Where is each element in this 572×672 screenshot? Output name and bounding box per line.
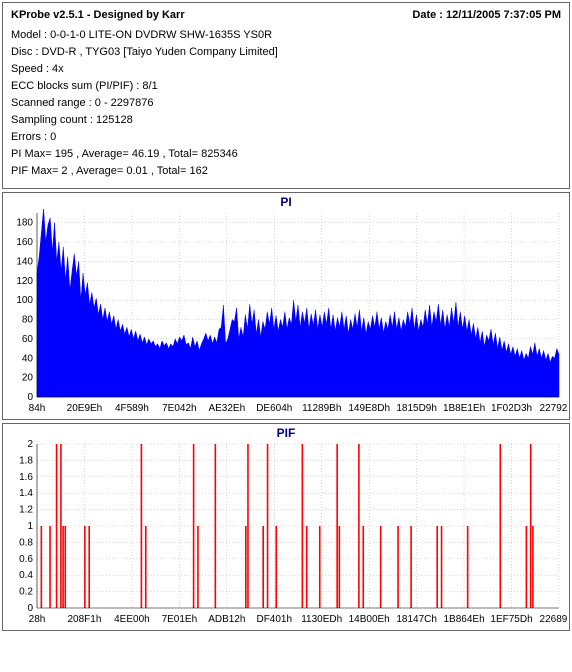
svg-text:227925h: 227925h (540, 403, 567, 414)
pi-stats-line: PI Max= 195 , Average= 46.19 , Total= 82… (11, 148, 561, 160)
svg-text:1: 1 (27, 521, 33, 532)
svg-text:1F02D3h: 1F02D3h (491, 403, 532, 414)
svg-text:0.4: 0.4 (19, 570, 33, 581)
svg-text:4EE00h: 4EE00h (114, 614, 150, 625)
info-panel: KProbe v2.5.1 - Designed by Karr Date : … (2, 2, 570, 189)
pi-chart-panel: PI 0 20 40 60 80 100 120 140 160 180 84h 20E9Eh 4F58… (2, 192, 570, 420)
svg-text:84h: 84h (29, 403, 46, 414)
header-row: KProbe v2.5.1 - Designed by Karr Date : … (11, 9, 561, 21)
svg-text:1.4: 1.4 (19, 488, 33, 499)
model-line: Model : 0-0-1-0 LITE-ON DVDRW SHW-1635S … (11, 29, 561, 41)
svg-text:20: 20 (22, 373, 34, 384)
svg-text:208F1h: 208F1h (67, 614, 101, 625)
svg-text:1815D9h: 1815D9h (396, 403, 437, 414)
svg-text:0: 0 (27, 392, 33, 403)
pif-stats-line: PIF Max= 2 , Average= 0.01 , Total= 162 (11, 165, 561, 177)
svg-text:1B864Eh: 1B864Eh (444, 614, 485, 625)
pif-chart-title: PIF (3, 424, 569, 440)
svg-text:149E8Dh: 149E8Dh (348, 403, 390, 414)
svg-text:1EF75Dh: 1EF75Dh (490, 614, 532, 625)
svg-text:0.6: 0.6 (19, 554, 33, 565)
svg-text:60: 60 (22, 334, 34, 345)
sampling-line: Sampling count : 125128 (11, 114, 561, 126)
app-title: KProbe v2.5.1 - Designed by Karr (11, 9, 185, 21)
svg-text:AE32Eh: AE32Eh (208, 403, 245, 414)
disc-line: Disc : DVD-R , TYG03 [Taiyo Yuden Compan… (11, 46, 561, 58)
svg-text:0.2: 0.2 (19, 587, 33, 598)
svg-text:1.2: 1.2 (19, 505, 33, 516)
svg-text:DF401h: DF401h (256, 614, 292, 625)
svg-text:0: 0 (27, 603, 33, 614)
svg-text:11289Bh: 11289Bh (302, 403, 341, 414)
svg-text:1.8: 1.8 (19, 455, 33, 466)
svg-text:ADB12h: ADB12h (208, 614, 245, 625)
svg-text:7E042h: 7E042h (162, 403, 196, 414)
pif-chart-panel: PIF 0 0.2 0.4 0.6 0.8 1 1.2 1.4 1.6 1.8 2 28h 208F1h… (2, 423, 570, 631)
pi-chart-title: PI (3, 193, 569, 209)
scanned-line: Scanned range : 0 - 2297876 (11, 97, 561, 109)
svg-text:120: 120 (16, 276, 33, 287)
svg-text:160: 160 (16, 237, 33, 248)
svg-text:20E9Eh: 20E9Eh (67, 403, 103, 414)
svg-text:7E01Eh: 7E01Eh (162, 614, 198, 625)
svg-text:100: 100 (16, 295, 33, 306)
svg-text:2: 2 (27, 440, 33, 450)
svg-text:DE604h: DE604h (256, 403, 292, 414)
pi-chart: 0 20 40 60 80 100 120 140 160 180 84h 20E9Eh 4F589h 7… (3, 209, 567, 419)
ecc-line: ECC blocks sum (PI/PIF) : 8/1 (11, 80, 561, 92)
svg-text:226894h: 226894h (540, 614, 567, 625)
svg-text:4F589h: 4F589h (115, 403, 149, 414)
svg-text:40: 40 (22, 353, 34, 364)
svg-text:180: 180 (16, 218, 33, 229)
svg-text:14B00Eh: 14B00Eh (349, 614, 390, 625)
svg-text:0.8: 0.8 (19, 537, 33, 548)
errors-line: Errors : 0 (11, 131, 561, 143)
svg-text:80: 80 (22, 315, 34, 326)
svg-text:1.6: 1.6 (19, 472, 33, 483)
svg-text:1B8E1Eh: 1B8E1Eh (443, 403, 485, 414)
scan-date: Date : 12/11/2005 7:37:05 PM (412, 9, 561, 21)
svg-text:1130EDh: 1130EDh (301, 614, 342, 625)
pif-chart: 0 0.2 0.4 0.6 0.8 1 1.2 1.4 1.6 1.8 2 28h 208F1h 4EE0… (3, 440, 567, 630)
svg-text:28h: 28h (29, 614, 46, 625)
svg-text:140: 140 (16, 256, 33, 267)
svg-text:18147Ch: 18147Ch (396, 614, 437, 625)
speed-line: Speed : 4x (11, 63, 561, 75)
